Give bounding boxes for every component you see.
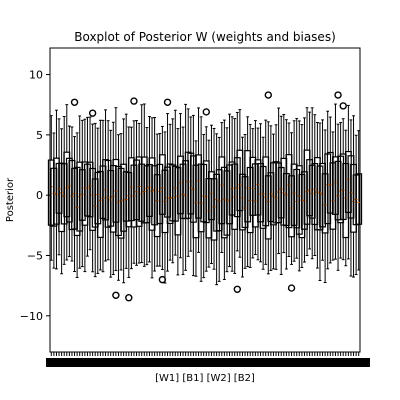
chart-title: Boxplot of Posterior W (weights and bias… [74, 30, 336, 44]
y-tick-label: −5 [27, 249, 43, 262]
outlier-point [88, 109, 97, 117]
outlier-point [112, 291, 120, 300]
x-tick-label-band [46, 358, 370, 367]
outlier-point [339, 102, 347, 110]
outlier-point [130, 97, 138, 105]
y-axis-label: Posterior [5, 177, 16, 222]
outlier-point [163, 98, 172, 106]
x-axis-label: [W1] [B1] [W2] [B2] [155, 373, 255, 384]
outlier-point [202, 108, 210, 116]
outliers-group [70, 91, 347, 302]
outlier-point [125, 294, 133, 302]
plot-background [50, 48, 360, 352]
y-tick-label: 10 [29, 69, 43, 82]
plot-area [47, 47, 363, 353]
boxes-group [47, 103, 363, 286]
y-axis: −10 −5 0 5 10 [20, 69, 50, 323]
outlier-point [287, 284, 296, 292]
plot-frame [49, 47, 361, 353]
outlier-point [70, 98, 79, 106]
y-tick-label: 0 [36, 189, 43, 202]
outlier-point [334, 91, 342, 99]
outlier-point [158, 275, 167, 284]
y-tick-label: −10 [20, 310, 43, 323]
box-body [355, 173, 363, 225]
x-axis [46, 352, 370, 367]
box-2 [53, 109, 60, 270]
y-tick-label: 5 [36, 129, 43, 142]
outlier-point [264, 91, 272, 99]
outlier-point [233, 285, 241, 293]
